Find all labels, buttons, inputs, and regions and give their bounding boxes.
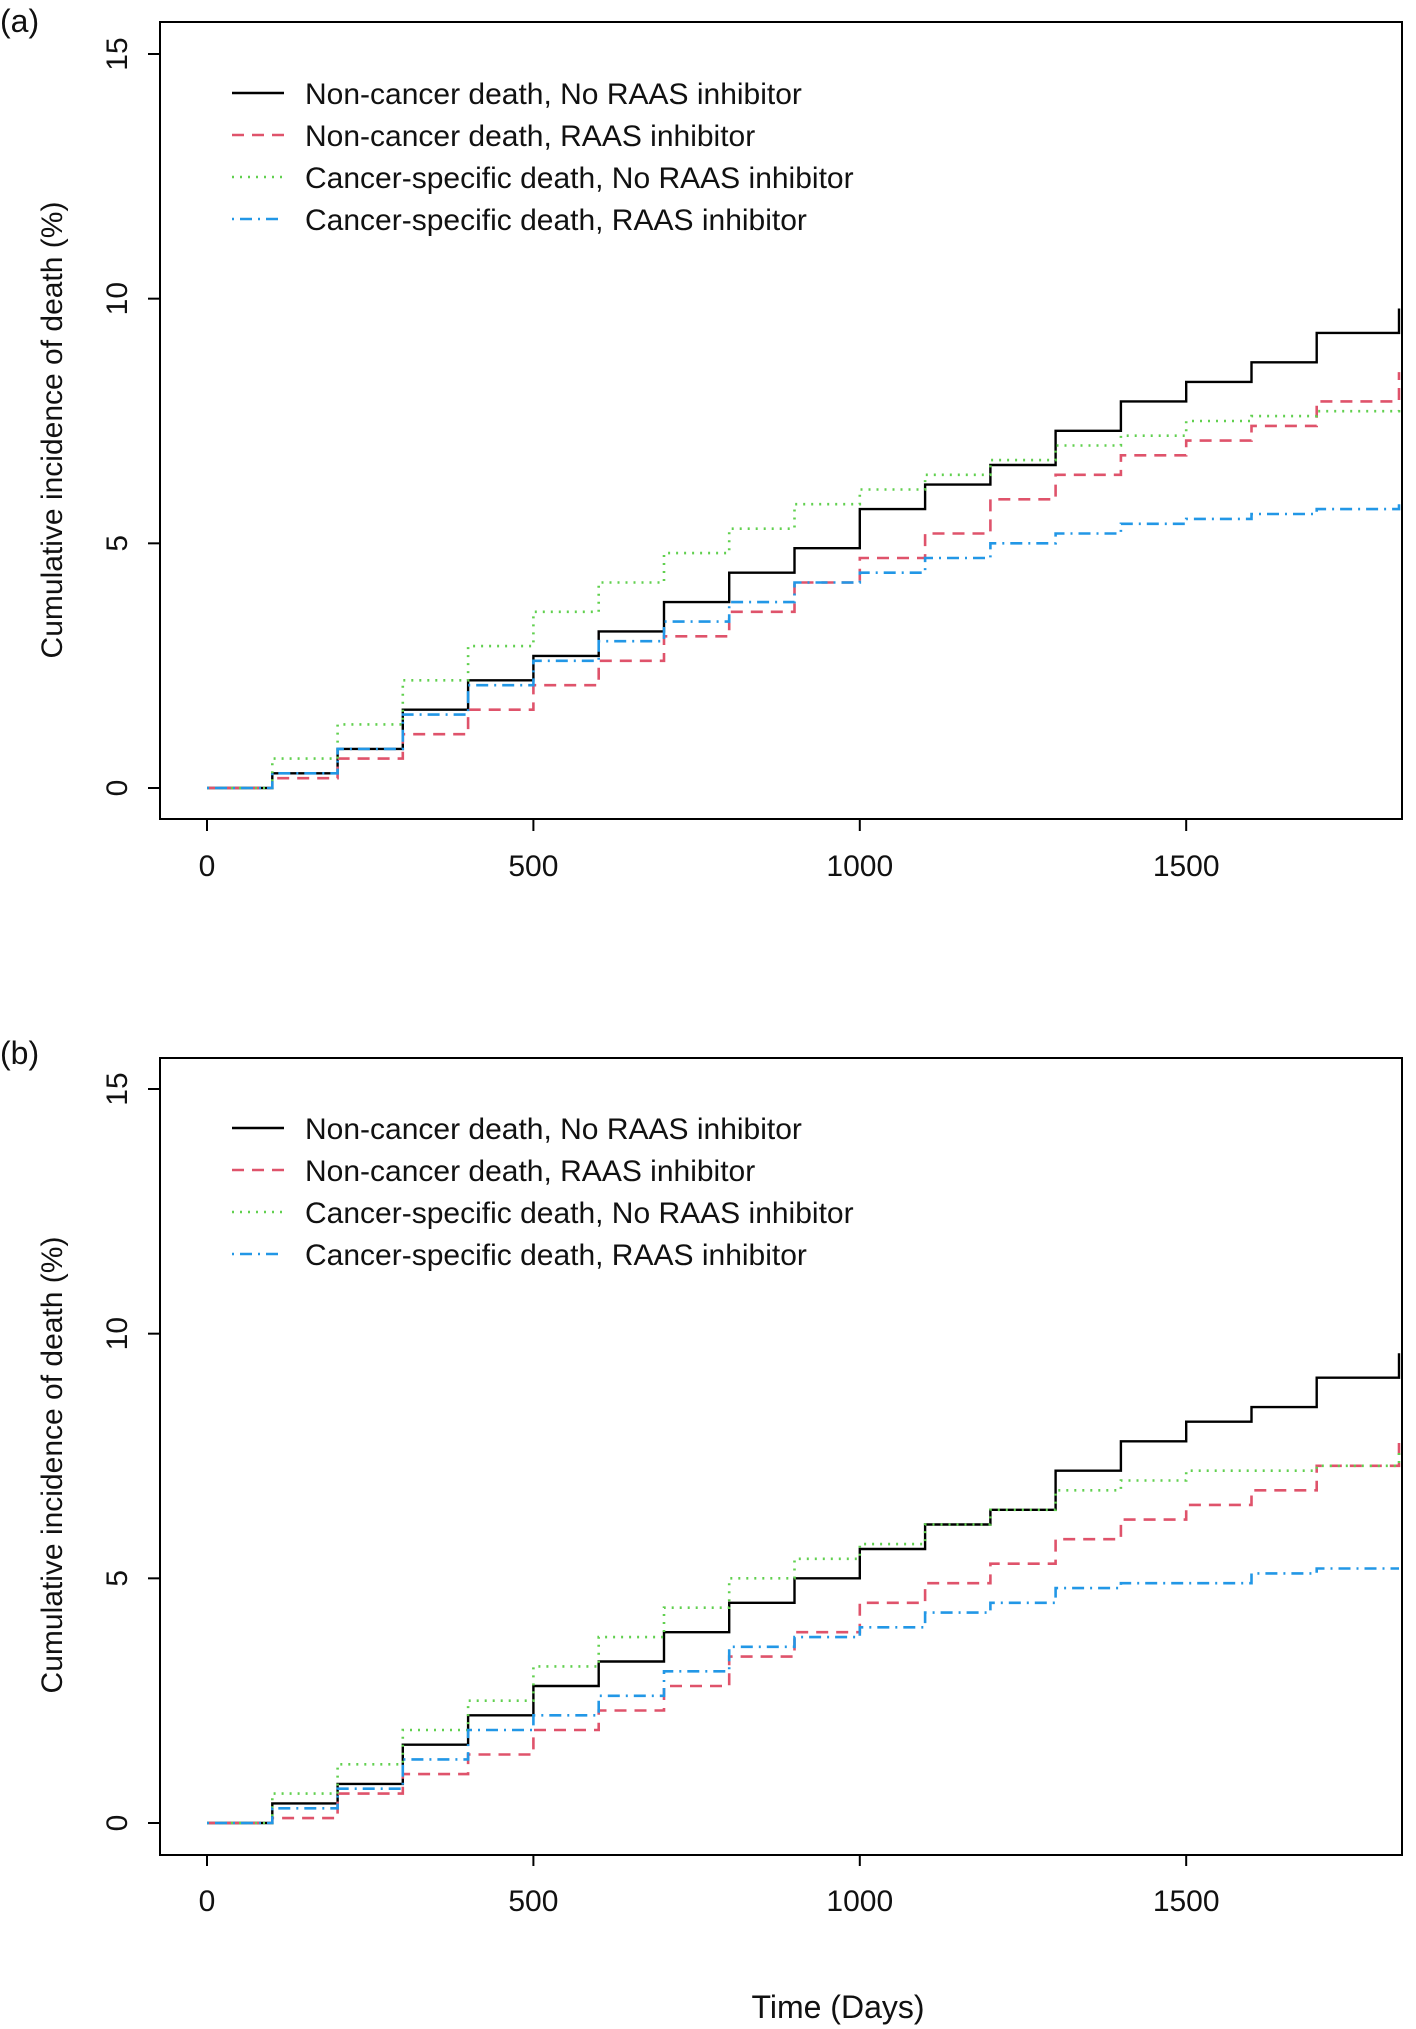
legend-label-1: Non-cancer death, No RAAS inhibitor (305, 78, 802, 111)
series-line-4 (207, 1567, 1399, 1825)
y-tick-label: 10 (101, 282, 134, 315)
panel-b: (b) Cumulative incidence of death (%) Ti… (0, 1035, 1403, 2025)
x-tick-label: 500 (508, 1885, 558, 1918)
legend: Non-cancer death, No RAAS inhibitor Non-c… (232, 78, 854, 237)
x-tick-label: 0 (199, 850, 216, 883)
y-tick-label: 0 (101, 780, 134, 797)
legend-label-1: Non-cancer death, No RAAS inhibitor (305, 1113, 802, 1146)
x-tick-label: 1500 (1153, 1885, 1220, 1918)
y-tick-label: 15 (101, 1072, 134, 1105)
series-lines (207, 308, 1401, 790)
plot-frame (159, 21, 1403, 820)
x-tick-label: 0 (199, 1885, 216, 1918)
x-tick-label: 1500 (1153, 850, 1220, 883)
legend-label-3: Cancer-specific death, No RAAS inhibitor (305, 162, 854, 195)
series-lines (207, 1353, 1401, 1825)
y-tick-label: 5 (101, 1570, 134, 1587)
series-line-1 (207, 308, 1401, 790)
legend: Non-cancer death, No RAAS inhibitor Non-c… (232, 1113, 854, 1272)
panel-label: (b) (0, 1035, 39, 1071)
axis-ticks: 0 500 1000 1500 0 5 10 15 (101, 37, 1220, 883)
series-line-3 (207, 1451, 1401, 1825)
x-axis-label: Time (Days) (751, 1989, 924, 2025)
series-line-4 (207, 504, 1401, 790)
series-line-3 (207, 406, 1401, 790)
legend-label-2: Non-cancer death, RAAS inhibitor (305, 120, 755, 153)
x-tick-label: 1000 (826, 850, 893, 883)
legend-label-2: Non-cancer death, RAAS inhibitor (305, 1155, 755, 1188)
x-tick-label: 1000 (826, 1885, 893, 1918)
x-tick-label: 500 (508, 850, 558, 883)
series-line-2 (207, 1436, 1401, 1825)
plot-frame (159, 1057, 1403, 1856)
legend-label-3: Cancer-specific death, No RAAS inhibitor (305, 1197, 854, 1230)
y-tick-label: 10 (101, 1317, 134, 1350)
y-tick-label: 5 (101, 535, 134, 552)
panel-a: (a) Cumulative incidence of death (%) 0 5… (0, 3, 1403, 883)
panel-label: (a) (0, 3, 39, 39)
axis-ticks: 0 500 1000 1500 0 5 10 15 (101, 1072, 1220, 1918)
y-tick-label: 15 (101, 37, 134, 70)
y-axis-label: Cumulative incidence of death (%) (36, 202, 69, 659)
legend-label-4: Cancer-specific death, RAAS inhibitor (305, 1239, 807, 1272)
series-line-1 (207, 1353, 1401, 1825)
y-axis-label: Cumulative incidence of death (%) (36, 1237, 69, 1694)
legend-label-4: Cancer-specific death, RAAS inhibitor (305, 204, 807, 237)
y-tick-label: 0 (101, 1815, 134, 1832)
series-line-2 (207, 372, 1401, 790)
